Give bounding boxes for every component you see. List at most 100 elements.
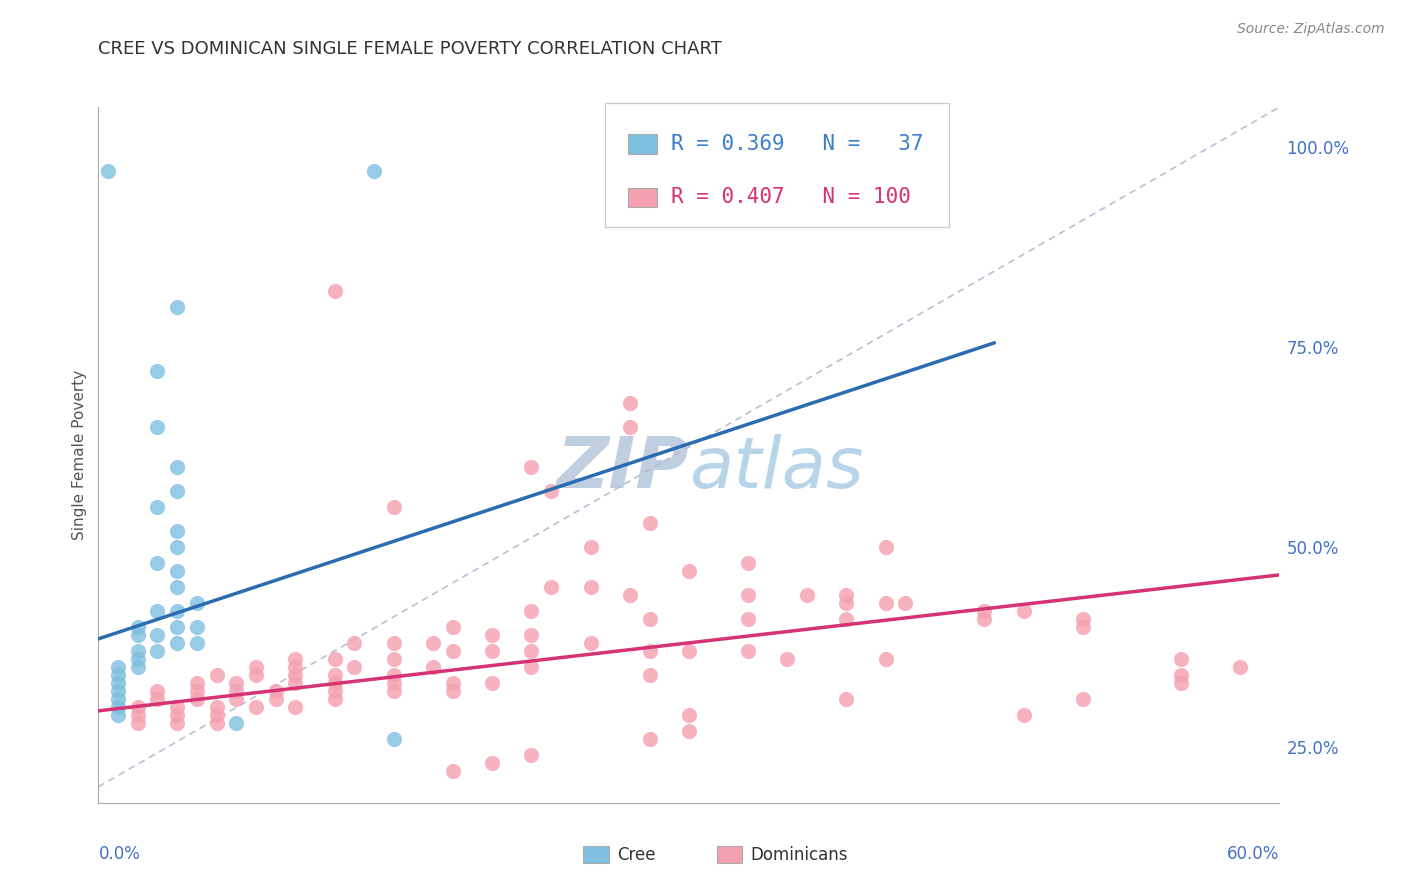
Point	[382, 731, 405, 746]
Point	[737, 612, 759, 626]
Point	[973, 612, 995, 626]
Text: Cree: Cree	[617, 846, 655, 863]
Point	[678, 564, 700, 578]
Point	[264, 691, 287, 706]
Point	[382, 676, 405, 690]
Point	[422, 660, 444, 674]
Point	[107, 668, 129, 682]
Point	[323, 284, 346, 298]
Point	[835, 612, 858, 626]
Point	[186, 636, 208, 650]
Text: atlas: atlas	[689, 434, 863, 503]
Point	[323, 683, 346, 698]
Point	[441, 620, 464, 634]
Point	[894, 596, 917, 610]
Point	[166, 483, 188, 498]
Point	[363, 164, 385, 178]
Point	[441, 676, 464, 690]
Point	[638, 644, 661, 658]
Point	[127, 628, 149, 642]
Point	[973, 604, 995, 618]
Point	[579, 540, 602, 554]
Point	[205, 707, 228, 722]
Point	[638, 731, 661, 746]
Point	[1170, 668, 1192, 682]
Point	[166, 699, 188, 714]
Point	[146, 420, 169, 434]
Point	[107, 691, 129, 706]
Point	[776, 652, 799, 666]
Point	[481, 628, 503, 642]
Point	[146, 364, 169, 378]
Point	[441, 683, 464, 698]
Point	[245, 699, 267, 714]
Point	[225, 676, 247, 690]
Point	[166, 540, 188, 554]
Point	[481, 676, 503, 690]
Text: ZIP: ZIP	[557, 434, 689, 503]
Point	[619, 420, 641, 434]
Point	[382, 652, 405, 666]
Point	[1071, 612, 1094, 626]
Point	[127, 620, 149, 634]
Point	[107, 683, 129, 698]
Point	[205, 668, 228, 682]
Y-axis label: Single Female Poverty: Single Female Poverty	[72, 370, 87, 540]
Text: Dominicans: Dominicans	[751, 846, 848, 863]
Point	[638, 516, 661, 530]
Point	[146, 644, 169, 658]
Point	[1012, 604, 1035, 618]
Point	[186, 620, 208, 634]
Point	[619, 396, 641, 410]
Point	[284, 668, 307, 682]
Point	[127, 652, 149, 666]
Point	[186, 691, 208, 706]
Point	[422, 636, 444, 650]
Point	[1071, 691, 1094, 706]
Point	[107, 660, 129, 674]
Point	[166, 564, 188, 578]
Point	[540, 483, 562, 498]
Text: CREE VS DOMINICAN SINGLE FEMALE POVERTY CORRELATION CHART: CREE VS DOMINICAN SINGLE FEMALE POVERTY …	[98, 40, 723, 58]
Point	[146, 604, 169, 618]
Point	[323, 668, 346, 682]
Point	[520, 604, 543, 618]
Text: R = 0.407   N = 100: R = 0.407 N = 100	[671, 187, 911, 208]
Point	[796, 588, 818, 602]
Point	[146, 691, 169, 706]
Point	[835, 691, 858, 706]
Point	[284, 652, 307, 666]
Point	[146, 683, 169, 698]
Text: R = 0.369   N =   37: R = 0.369 N = 37	[671, 134, 924, 154]
Point	[382, 683, 405, 698]
Point	[166, 580, 188, 594]
Point	[481, 756, 503, 770]
Point	[737, 556, 759, 570]
Point	[146, 628, 169, 642]
Point	[284, 676, 307, 690]
Point	[343, 636, 366, 650]
Point	[638, 612, 661, 626]
Point	[323, 676, 346, 690]
Point	[678, 164, 700, 178]
Point	[127, 644, 149, 658]
Point	[127, 660, 149, 674]
Point	[166, 636, 188, 650]
Point	[875, 652, 897, 666]
Point	[107, 676, 129, 690]
Point	[323, 691, 346, 706]
Point	[619, 588, 641, 602]
Point	[146, 500, 169, 514]
Point	[1012, 707, 1035, 722]
Point	[638, 668, 661, 682]
Point	[127, 715, 149, 730]
Point	[520, 747, 543, 762]
Point	[166, 604, 188, 618]
Point	[97, 164, 120, 178]
Point	[678, 644, 700, 658]
Point	[225, 715, 247, 730]
Text: 0.0%: 0.0%	[98, 845, 141, 863]
Point	[579, 580, 602, 594]
Point	[127, 699, 149, 714]
Point	[166, 459, 188, 474]
